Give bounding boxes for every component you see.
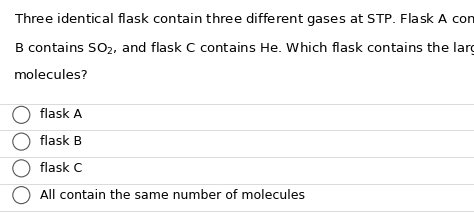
Text: flask B: flask B bbox=[40, 135, 82, 148]
Text: Three identical flask contain three different gases at STP. Flask A contains $\m: Three identical flask contain three diff… bbox=[14, 11, 474, 28]
Text: flask C: flask C bbox=[40, 162, 82, 175]
Text: molecules?: molecules? bbox=[14, 69, 89, 82]
Text: All contain the same number of molecules: All contain the same number of molecules bbox=[40, 189, 305, 202]
Text: B contains $\mathregular{SO_2}$, and flask C contains He. Which flask contains t: B contains $\mathregular{SO_2}$, and fla… bbox=[14, 40, 474, 57]
Text: flask A: flask A bbox=[40, 108, 82, 121]
